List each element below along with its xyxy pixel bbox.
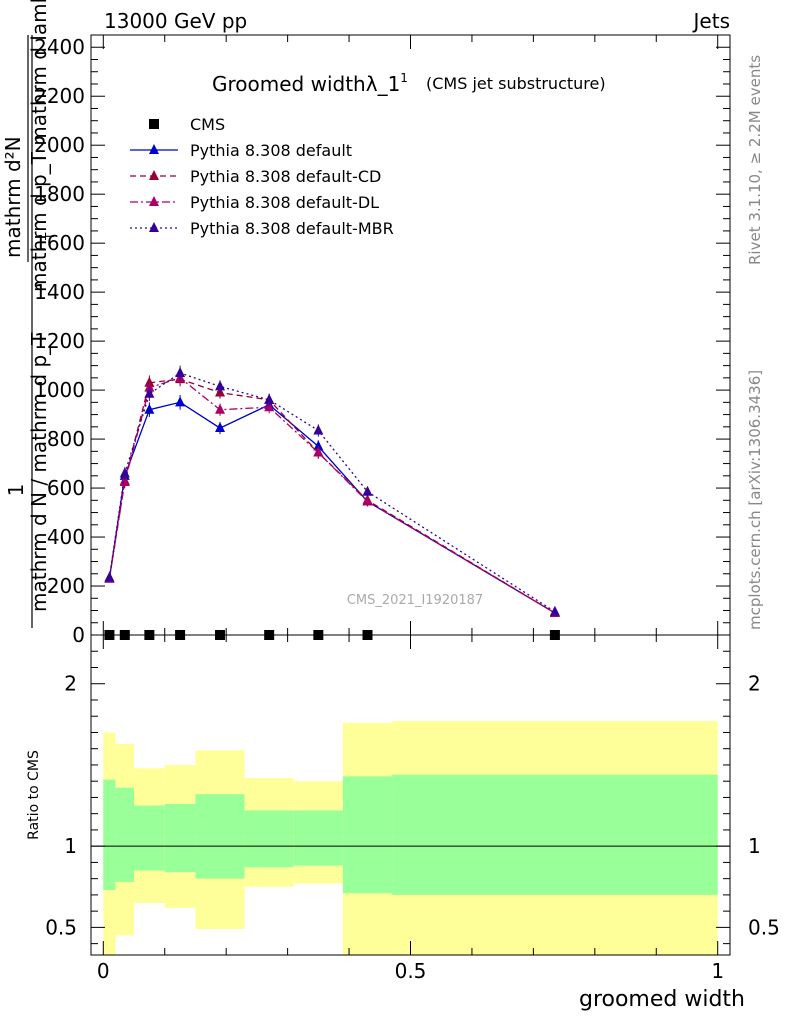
main-series xyxy=(104,365,560,617)
x-tick-label: 0 xyxy=(97,959,110,983)
series-line xyxy=(108,378,556,614)
y-tick-label: 2200 xyxy=(34,84,85,108)
series-line xyxy=(108,401,556,614)
series-marker xyxy=(313,440,324,451)
main-frame xyxy=(90,34,731,636)
series-marker xyxy=(144,403,155,414)
header-energy: 13000 GeV pp xyxy=(104,9,247,33)
y-tick-label: 600 xyxy=(47,476,85,500)
ratio-green-band xyxy=(342,776,393,894)
series-marker xyxy=(175,396,186,407)
ratio-plot: 0.5 0.51 12 2 0 0.5 1 xyxy=(45,634,780,983)
ylabel-dN-dpT: mathrm d N / mathrm d p_T xyxy=(27,332,51,612)
y-tick-label: 1000 xyxy=(34,378,85,402)
series-marker xyxy=(104,571,115,582)
ratio-tick-label-left: 0.5 xyxy=(45,915,77,939)
ratio-tick-labels: 0.5 0.5 1 1 2 2 xyxy=(45,672,780,940)
y-tick-label: 400 xyxy=(47,525,85,549)
ratio-green-band xyxy=(134,805,165,871)
legend-label: Pythia 8.308 default xyxy=(190,141,352,160)
ratio-tick-label-right: 1 xyxy=(748,834,761,858)
ratio-tick-label-left: 2 xyxy=(64,672,77,696)
legend-label-cms: CMS xyxy=(190,115,225,134)
chart-title-sup: 1 xyxy=(400,71,408,85)
legend-marker xyxy=(149,196,159,206)
chart-subtitle: (CMS jet substructure) xyxy=(426,74,606,93)
y-axis-label: 1 mathrm d N / mathrm d p_T mathrm d²N m… xyxy=(1,0,57,628)
legend: CMS Pythia 8.308 default Pythia 8.308 defa… xyxy=(130,115,394,238)
legend-marker-cms xyxy=(149,119,159,129)
legend-marker xyxy=(149,222,159,232)
x-axis-label: groomed width xyxy=(579,987,745,1012)
series-line xyxy=(108,377,556,614)
y-tick-label: 1800 xyxy=(34,182,85,206)
mcplots-label: mcplots.cern.ch [arXiv:1306.3436] xyxy=(746,370,764,630)
y-tick-label: 2400 xyxy=(34,35,85,59)
ratio-green-band xyxy=(392,774,718,895)
y-tick-label: 800 xyxy=(47,427,85,451)
legend-label: Pythia 8.308 default-MBR xyxy=(190,219,394,238)
series-marker xyxy=(119,475,130,486)
y-tick-label: 1600 xyxy=(34,231,85,255)
ratio-ticks xyxy=(91,635,730,955)
y-tick-label: 200 xyxy=(47,574,85,598)
series-marker xyxy=(313,446,324,457)
y-tick-label: 2000 xyxy=(34,133,85,157)
ratio-tick-label-right: 2 xyxy=(748,672,761,696)
ratio-green-band xyxy=(164,803,196,873)
header-jets: Jets xyxy=(692,9,730,33)
ratio-tick-label-right: 0.5 xyxy=(748,915,780,939)
y-tick-label: 0 xyxy=(72,623,85,647)
ratio-green-band xyxy=(195,794,245,879)
y-tick-label: 1200 xyxy=(34,329,85,353)
legend-marker xyxy=(149,170,159,180)
ratio-tick-label-left: 1 xyxy=(64,834,77,858)
legend-marker xyxy=(149,144,159,154)
series-marker xyxy=(215,422,226,433)
rivet-label: Rivet 3.1.10, ≥ 2.2M events xyxy=(746,55,764,265)
x-tick-labels: 0 0.5 1 xyxy=(97,959,724,983)
series-marker xyxy=(264,393,275,404)
ratio-y-label: Ratio to CMS xyxy=(26,750,42,840)
legend-label: Pythia 8.308 default-CD xyxy=(190,167,381,186)
series-line xyxy=(108,372,556,613)
legend-label: Pythia 8.308 default-DL xyxy=(190,193,379,212)
series-marker xyxy=(119,467,130,478)
series-marker xyxy=(215,403,226,414)
series-marker xyxy=(175,366,186,377)
series-marker xyxy=(549,605,560,616)
x-tick-label: 1 xyxy=(711,959,724,983)
ratio-green-band xyxy=(115,787,135,882)
series-marker xyxy=(362,485,373,496)
series-marker xyxy=(264,401,275,412)
ratio-uncertainty-bands xyxy=(103,721,718,955)
chart-title: Groomed widthλ_11 xyxy=(212,71,408,96)
ylabel-dpT-dlambda: mathrm d p_T mathrm d lambda xyxy=(27,0,51,292)
ratio-green-band xyxy=(103,779,116,891)
ratio-green-band xyxy=(293,810,343,866)
chart-title-main: Groomed width xyxy=(212,72,366,96)
ylabel-T-subscript: T xyxy=(43,232,57,241)
series-marker xyxy=(362,495,373,506)
ratio-green-band xyxy=(244,810,294,868)
series-marker xyxy=(215,380,226,391)
main-ticks xyxy=(91,35,730,636)
ylabel-d2N: mathrm d²N xyxy=(1,136,25,258)
series-marker xyxy=(313,424,324,435)
ylabel-one: 1 xyxy=(4,484,28,497)
series-marker xyxy=(144,387,155,398)
y-tick-labels: 0 200 400 600 800 1000 1200 1400 1600 1800 2000 220… xyxy=(34,35,85,647)
analysis-watermark: CMS_2021_I1920187 xyxy=(347,593,483,608)
chart-title-lambda: λ_1 xyxy=(366,72,401,96)
y-tick-label: 1400 xyxy=(34,280,85,304)
main-plot: 0 200 400 600 800 1000 1200 1400 1600 1800 2000 220… xyxy=(34,34,731,647)
x-tick-label: 0.5 xyxy=(395,959,427,983)
